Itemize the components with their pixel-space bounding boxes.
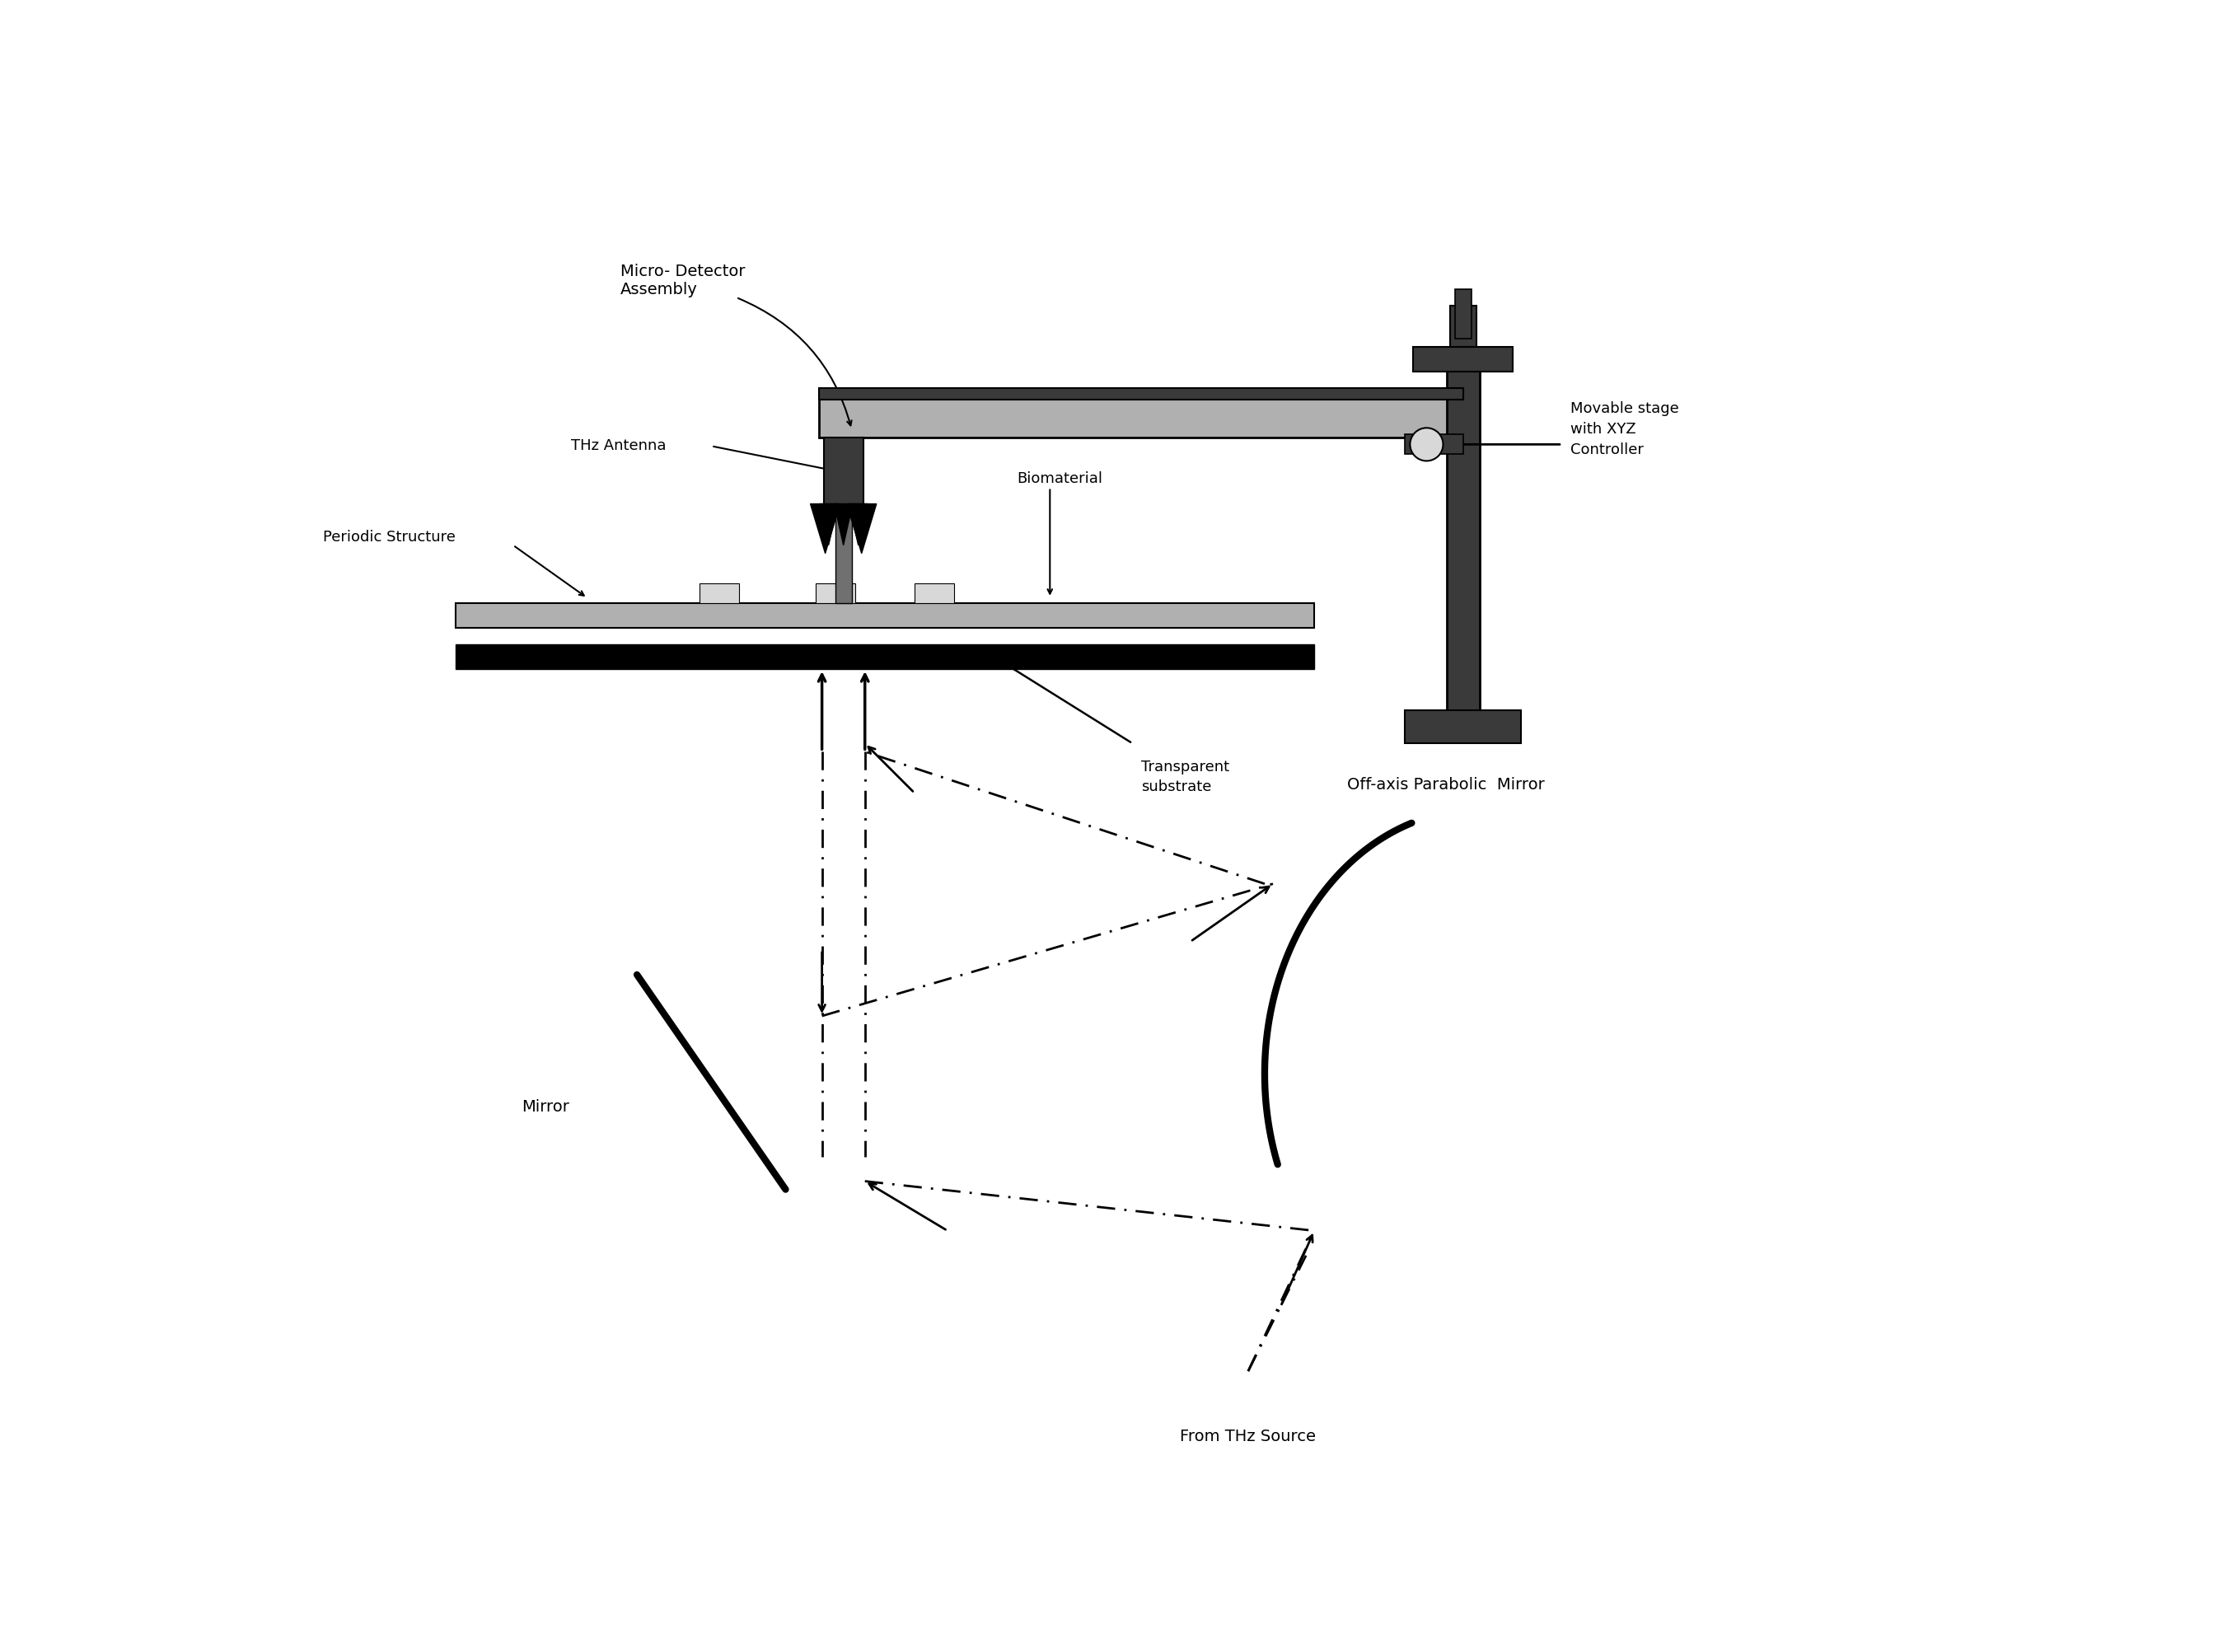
Polygon shape bbox=[810, 504, 839, 553]
Bar bbox=[835, 438, 853, 603]
Text: Transparent
substrate: Transparent substrate bbox=[1141, 760, 1230, 795]
Bar bbox=[1406, 710, 1520, 743]
Bar bbox=[1406, 434, 1462, 454]
Circle shape bbox=[1411, 428, 1444, 461]
Text: Biomaterial: Biomaterial bbox=[1018, 472, 1103, 486]
Polygon shape bbox=[819, 504, 837, 545]
Bar bbox=[819, 388, 1462, 438]
Text: Mirror: Mirror bbox=[522, 1099, 569, 1115]
Bar bbox=[1451, 306, 1475, 347]
Bar bbox=[1413, 347, 1513, 372]
Bar bbox=[699, 583, 739, 603]
Bar bbox=[455, 603, 1315, 628]
Bar bbox=[915, 583, 953, 603]
Polygon shape bbox=[835, 504, 853, 545]
Bar bbox=[815, 583, 855, 603]
Bar bbox=[455, 644, 1315, 669]
Bar bbox=[1455, 289, 1471, 339]
Text: Off-axis Parabolic  Mirror: Off-axis Parabolic Mirror bbox=[1348, 776, 1545, 793]
Text: Movable stage
with XYZ
Controller: Movable stage with XYZ Controller bbox=[1571, 401, 1678, 458]
Text: THz Antenna: THz Antenna bbox=[571, 439, 665, 453]
Text: Micro- Detector
Assembly: Micro- Detector Assembly bbox=[620, 264, 745, 297]
Polygon shape bbox=[848, 504, 868, 545]
Bar bbox=[824, 438, 864, 504]
Text: From THz Source: From THz Source bbox=[1181, 1429, 1317, 1444]
Bar bbox=[1446, 363, 1480, 710]
Polygon shape bbox=[846, 504, 877, 553]
Bar bbox=[819, 388, 1462, 400]
Text: Periodic Structure: Periodic Structure bbox=[324, 530, 455, 544]
